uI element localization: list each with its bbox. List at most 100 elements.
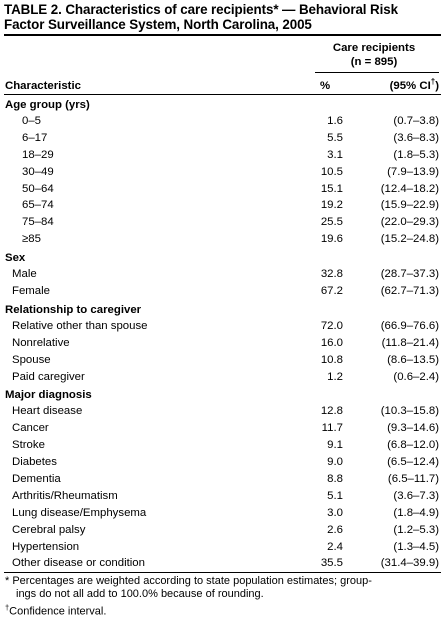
- table-row: Relative other than spouse 72.0 (66.9–76.6…: [4, 318, 441, 335]
- ci-header-close: ): [435, 80, 439, 92]
- header-rule: [4, 94, 441, 95]
- table-row: 30–49 10.5 (7.9–13.9): [4, 164, 441, 181]
- table-row: Female 67.2 (62.7–71.3): [4, 283, 441, 300]
- row-percent: 2.4: [327, 540, 343, 553]
- table-row: 0–5 1.6 (0.7–3.8): [4, 113, 441, 130]
- row-percent: 10.5: [320, 165, 343, 178]
- row-percent: 11.7: [321, 422, 343, 435]
- table-row: Cerebral palsy 2.6 (1.2–5.3): [4, 522, 441, 539]
- row-label: Stroke: [12, 439, 45, 452]
- table-row: Lung disease/Emphysema 3.0 (1.8–4.9): [4, 505, 441, 522]
- row-ci: (10.3–15.8): [380, 405, 439, 418]
- row-percent: 1.6: [327, 115, 343, 127]
- row-label: Other disease or condition: [12, 557, 145, 570]
- table-row: 18–29 3.1 (1.8–5.3): [4, 147, 441, 164]
- ci-header: (95% CI†): [390, 77, 439, 92]
- row-ci: (6.5–12.4): [387, 456, 439, 469]
- row-label: Nonrelative: [12, 336, 70, 349]
- row-ci: (1.8–4.9): [393, 506, 439, 519]
- section-title: Relationship to caregiver: [5, 303, 142, 316]
- table-row: Spouse 10.8 (8.6–13.5): [4, 352, 441, 369]
- row-label: 75–84: [22, 216, 54, 229]
- table-row: 50–64 15.1 (12.4–18.2): [4, 181, 441, 198]
- column-group-header: Care recipients (n = 895): [309, 41, 439, 73]
- row-percent: 67.2: [320, 285, 343, 298]
- row-ci: (1.8–5.3): [393, 148, 439, 161]
- footnote-dagger-text: Confidence interval.: [9, 606, 107, 619]
- table-row: 65–74 19.2 (15.9–22.9): [4, 197, 441, 214]
- row-ci: (31.4–39.9): [380, 557, 439, 570]
- dagger-mark: †: [430, 77, 436, 87]
- row-percent: 19.6: [320, 233, 343, 246]
- table-row: Cancer 11.7 (9.3–14.6): [4, 420, 441, 437]
- group-n: (n = 895): [350, 56, 398, 68]
- footnote-dagger: †Confidence interval.: [5, 601, 441, 619]
- table-row: Arthritis/Rheumatism 5.1 (3.6–7.3): [4, 488, 441, 505]
- table-row: Diabetes 9.0 (6.5–12.4): [4, 454, 441, 471]
- row-ci: (15.2–24.8): [380, 233, 439, 246]
- row-label: Male: [12, 268, 37, 281]
- table-row: Male 32.8 (28.7–37.3): [4, 266, 441, 283]
- table-row: Other disease or condition 35.5 (31.4–39.9…: [4, 555, 441, 572]
- table-row: 6–17 5.5 (3.6–8.3): [4, 130, 441, 147]
- row-label: 0–5: [22, 115, 42, 127]
- row-percent: 12.8: [320, 405, 343, 418]
- row-percent: 9.0: [327, 456, 343, 469]
- table-row: Stroke 9.1 (6.8–12.0): [4, 437, 441, 454]
- row-label: 6–17: [22, 131, 48, 144]
- row-percent: 10.8: [320, 353, 343, 366]
- row-label: Hypertension: [12, 540, 80, 553]
- table-container: TABLE 2. Characteristics of care recipie…: [4, 2, 441, 619]
- row-percent: 1.2: [327, 370, 343, 383]
- section-title: Sex: [5, 252, 26, 265]
- row-label: Diabetes: [12, 456, 57, 469]
- row-percent: 9.1: [327, 439, 343, 452]
- row-ci: (12.4–18.2): [380, 182, 439, 195]
- table-row: 75–84 25.5 (22.0–29.3): [4, 214, 441, 231]
- row-ci: (7.9–13.9): [387, 165, 439, 178]
- row-label: ≥85: [22, 233, 41, 246]
- row-label: 18–29: [22, 148, 54, 161]
- row-label: Cerebral palsy: [12, 523, 86, 536]
- row-percent: 32.8: [320, 268, 343, 281]
- table-row: Paid caregiver 1.2 (0.6–2.4): [4, 369, 441, 386]
- row-percent: 19.2: [320, 199, 343, 212]
- footnote-star-line1: * Percentages are weighted according to …: [5, 575, 372, 588]
- table-title: TABLE 2. Characteristics of care recipie…: [4, 2, 398, 32]
- row-ci: (15.9–22.9): [380, 199, 439, 212]
- row-label: Cancer: [12, 422, 49, 435]
- row-label: Relative other than spouse: [12, 319, 148, 332]
- table-row: Nonrelative 16.0 (11.8–21.4): [4, 335, 441, 352]
- percent-header: %: [320, 80, 331, 92]
- row-percent: 3.0: [327, 506, 343, 519]
- table-body: Age group (yrs) 0–5 1.6 (0.7–3.8) 6–17 5.5 (3.…: [4, 97, 441, 572]
- row-label: Female: [12, 285, 50, 298]
- table-row: ≥85 19.6 (15.2–24.8): [4, 231, 441, 248]
- row-label: Paid caregiver: [12, 370, 85, 383]
- row-ci: (8.6–13.5): [387, 353, 439, 366]
- row-percent: 25.5: [320, 216, 343, 229]
- row-ci: (6.5–11.7): [387, 473, 439, 486]
- ci-header-text: (95% CI: [389, 80, 431, 92]
- row-percent: 2.6: [327, 523, 343, 536]
- row-label: 30–49: [22, 165, 54, 178]
- row-label: 65–74: [22, 199, 54, 212]
- table-row: Dementia 8.8 (6.5–11.7): [4, 471, 441, 488]
- row-percent: 72.0: [320, 319, 343, 332]
- bottom-rule: [4, 572, 441, 574]
- footnote-dagger-mark: †: [5, 603, 10, 613]
- row-percent: 15.1: [320, 182, 343, 195]
- row-ci: (1.2–5.3): [393, 523, 439, 536]
- row-ci: (0.6–2.4): [393, 370, 439, 383]
- row-ci: (0.7–3.8): [393, 115, 439, 127]
- row-percent: 35.5: [320, 557, 343, 570]
- group-label: Care recipients: [332, 42, 416, 54]
- row-ci: (9.3–14.6): [387, 422, 439, 435]
- row-percent: 5.5: [327, 131, 343, 144]
- table-header: Care recipients (n = 895) Characteristic…: [4, 36, 441, 94]
- row-ci: (3.6–7.3): [393, 489, 439, 502]
- row-percent: 5.1: [327, 489, 343, 502]
- row-ci: (1.3–4.5): [393, 540, 439, 553]
- section-title: Major diagnosis: [5, 389, 92, 402]
- footnotes: * Percentages are weighted according to …: [4, 575, 441, 619]
